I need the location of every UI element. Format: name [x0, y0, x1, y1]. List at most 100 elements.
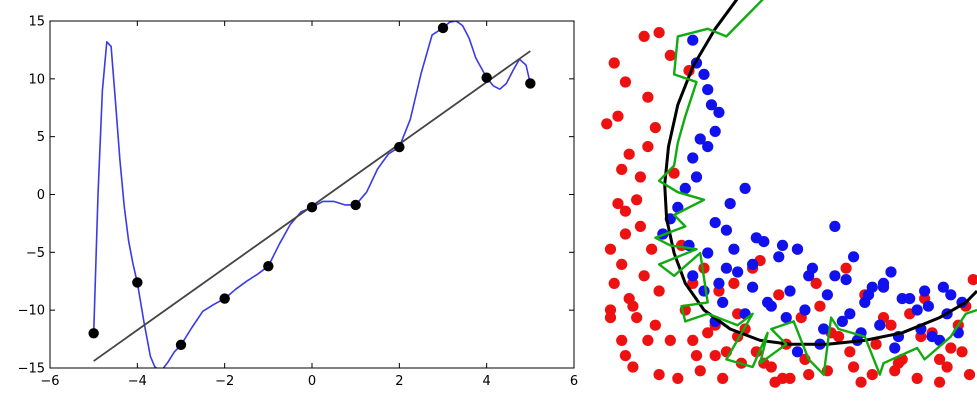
- red-point: [653, 26, 665, 39]
- data-point: [306, 202, 318, 213]
- red-point: [646, 243, 658, 255]
- red-point: [702, 327, 714, 339]
- blue-point: [844, 308, 856, 320]
- data-point-layer: [88, 22, 536, 351]
- blue-point: [773, 251, 785, 263]
- red-point: [672, 372, 684, 384]
- red-point: [833, 331, 845, 343]
- blue-point: [926, 331, 938, 343]
- red-point: [956, 346, 968, 358]
- red-point: [728, 277, 740, 289]
- red-point: [668, 167, 680, 179]
- x-tick-label: −2: [215, 374, 234, 389]
- blue-point: [922, 300, 934, 312]
- red-point: [690, 350, 703, 362]
- red-point: [616, 334, 628, 346]
- red-point: [631, 312, 643, 324]
- blue-point: [799, 304, 811, 316]
- blue-point: [877, 281, 890, 293]
- y-tick-label: −10: [18, 304, 45, 319]
- blue-point: [713, 277, 725, 289]
- blue-point: [836, 315, 848, 327]
- red-point: [649, 122, 661, 134]
- boundary-lines: [654, 0, 977, 376]
- x-tick-label: −6: [40, 374, 59, 389]
- blue-point: [776, 239, 789, 251]
- interp-curve-layer: [92, 21, 532, 368]
- red-point: [803, 369, 815, 381]
- data-point: [481, 72, 492, 83]
- data-point: [219, 293, 230, 304]
- red-point: [627, 300, 639, 312]
- blue-point: [821, 289, 834, 301]
- blue-point: [724, 198, 736, 210]
- red-point: [627, 361, 639, 373]
- blue-point: [818, 323, 830, 335]
- red-point: [717, 372, 729, 384]
- blue-point: [791, 346, 804, 358]
- data-point: [132, 277, 143, 288]
- red-point: [642, 334, 654, 346]
- red-point: [649, 319, 661, 331]
- red-point: [619, 228, 632, 240]
- blue-point: [747, 281, 759, 293]
- blue-point: [904, 293, 916, 305]
- blue-point: [687, 270, 699, 282]
- data-point: [350, 199, 361, 211]
- blue-point: [720, 224, 733, 236]
- red-point: [653, 285, 665, 297]
- blue-point: [728, 243, 740, 255]
- y-tick-label: 15: [28, 15, 45, 30]
- red-point: [885, 319, 897, 331]
- red-point: [604, 243, 617, 255]
- red-point: [619, 205, 632, 217]
- tick-labels: −6 −4 −2 0 2 4 6 −15 −10 −5 0 5 10 15: [18, 15, 579, 390]
- red-point: [840, 262, 852, 274]
- y-tick-label: 5: [37, 130, 45, 145]
- data-point: [88, 328, 99, 339]
- blue-point: [847, 251, 860, 263]
- red-point: [810, 277, 822, 289]
- blue-point: [713, 106, 725, 118]
- red-point: [623, 148, 635, 160]
- smooth-boundary: [663, 0, 977, 346]
- red-point: [769, 376, 781, 388]
- red-point: [814, 300, 826, 312]
- overfit-boundary: [654, 0, 977, 376]
- red-point: [694, 365, 706, 377]
- blue-point: [874, 319, 886, 331]
- data-point: [437, 22, 449, 34]
- red-point: [638, 30, 650, 42]
- blue-point: [702, 84, 714, 96]
- plot-frame: [49, 20, 575, 369]
- tick-marks: [49, 20, 575, 369]
- red-point: [855, 376, 867, 388]
- red-point: [945, 342, 957, 354]
- red-point: [653, 369, 665, 381]
- blue-point: [780, 312, 792, 324]
- blue-point: [717, 296, 729, 308]
- data-point: [263, 261, 274, 272]
- red-point: [638, 270, 650, 282]
- polynomial-fit-chart: −6 −4 −2 0 2 4 6 −15 −10 −5 0 5 10 15: [18, 15, 579, 390]
- blue-point: [911, 304, 923, 316]
- red-point: [616, 163, 628, 175]
- x-tick-label: 6: [570, 374, 578, 389]
- red-point: [664, 334, 676, 346]
- blue-point: [705, 99, 718, 111]
- red-point: [634, 220, 647, 232]
- red-point: [844, 346, 856, 358]
- x-tick-label: 0: [308, 374, 316, 389]
- scatter-points: [601, 26, 977, 388]
- blue-point: [747, 258, 759, 270]
- blue-point: [690, 171, 703, 183]
- blue-point: [687, 34, 699, 46]
- blue-point: [919, 285, 931, 297]
- blue-point: [687, 152, 699, 164]
- blue-point: [709, 125, 721, 137]
- x-tick-label: 4: [483, 374, 491, 389]
- red-point: [870, 338, 882, 350]
- red-point: [687, 334, 699, 346]
- y-tick-label: −15: [18, 362, 45, 377]
